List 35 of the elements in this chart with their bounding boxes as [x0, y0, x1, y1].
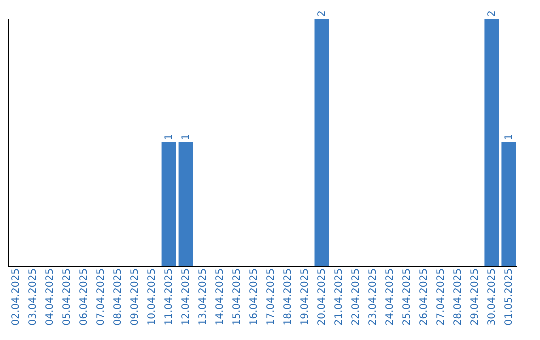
x-tick-label: 13.04.2025 [198, 268, 210, 326]
x-tick-label: 25.04.2025 [402, 268, 413, 326]
x-tick-label: 15.04.2025 [232, 268, 244, 326]
x-tick-label: 19.04.2025 [300, 268, 311, 326]
x-tick-label: 07.04.2025 [96, 268, 108, 326]
data-label: 1 [504, 134, 515, 140]
x-tick-label: 21.04.2025 [334, 268, 345, 326]
x-tick-label: 20.04.2025 [316, 268, 328, 326]
x-tick-label: 11.04.2025 [164, 268, 176, 326]
x-tick-label: 03.04.2025 [28, 268, 40, 326]
x-tick-label: 08.04.2025 [113, 268, 124, 326]
x-tick-label: 16.04.2025 [249, 268, 260, 326]
data-label: 2 [316, 10, 328, 17]
x-tick-label: 01.05.2025 [504, 268, 515, 326]
x-tick-label: 05.04.2025 [62, 268, 74, 326]
x-tick-label: 12.04.2025 [181, 268, 192, 326]
x-tick-label: 24.04.2025 [384, 268, 396, 326]
x-tick-label: 18.04.2025 [282, 268, 294, 326]
x-tick-label: 22.04.2025 [350, 268, 362, 326]
data-label: 2 [486, 10, 498, 17]
x-tick-label: 02.04.2025 [11, 268, 22, 326]
x-tick-label: 29.04.2025 [470, 268, 481, 326]
x-tick-label: 28.04.2025 [452, 268, 464, 326]
x-tick-label: 04.04.2025 [45, 268, 56, 326]
data-label: 1 [181, 134, 192, 140]
data-label: 1 [164, 134, 176, 140]
x-tick-label: 09.04.2025 [130, 268, 142, 326]
x-tick-label: 17.04.2025 [266, 268, 277, 326]
x-tick-label: 23.04.2025 [368, 268, 379, 326]
x-tick-label: 14.04.2025 [215, 268, 226, 326]
x-tick-label: 27.04.2025 [436, 268, 447, 326]
x-tick-label: 06.04.2025 [79, 268, 90, 326]
x-tick-label: 10.04.2025 [147, 268, 158, 326]
x-tick-label: 30.04.2025 [486, 268, 498, 326]
x-tick-label: 26.04.2025 [418, 268, 430, 326]
